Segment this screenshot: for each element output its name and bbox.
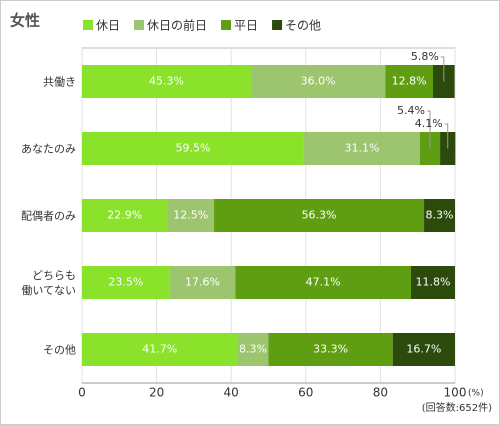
leader-line (444, 123, 449, 149)
bar-segment (303, 132, 420, 165)
bar-segment (424, 199, 455, 232)
bar-segment (385, 65, 433, 98)
y-tick-label: その他 (43, 343, 76, 356)
value-label: 45.3% (149, 75, 184, 88)
value-label: 17.6% (185, 276, 220, 289)
value-label: 36.0% (301, 75, 336, 88)
bar-segment (250, 65, 386, 98)
x-tick-label: 0 (78, 386, 86, 400)
value-label: 12.5% (173, 209, 208, 222)
value-label: 56.3% (302, 209, 337, 222)
legend-swatch (221, 20, 232, 30)
y-tick-label: 配偶者のみ (21, 209, 76, 222)
bar-segment (82, 266, 170, 299)
value-label: 5.8% (411, 50, 439, 63)
value-label: 8.3% (426, 209, 454, 222)
x-tick-label: 100 (444, 386, 467, 400)
y-tick-label: どちらも 働いてない (21, 268, 76, 297)
bar-segment (82, 199, 168, 232)
leader-line (427, 110, 431, 149)
x-tick-label: 60 (298, 386, 313, 400)
legend-label: 休日 (96, 19, 120, 33)
bar-segment (268, 333, 393, 366)
value-label: 5.4% (397, 104, 425, 117)
x-tick-label: 80 (373, 386, 388, 400)
y-tick-label: あなたのみ (21, 142, 76, 155)
legend-label: 平日 (234, 19, 258, 33)
value-label: 12.8% (392, 75, 427, 88)
value-label: 33.3% (313, 343, 348, 356)
bar-segment (169, 266, 236, 299)
legend-swatch (134, 20, 145, 30)
x-tick-label: 40 (224, 386, 239, 400)
value-label: 8.3% (239, 343, 267, 356)
legend-swatch (272, 20, 283, 30)
bar-segment (214, 199, 425, 232)
value-label: 4.1% (415, 117, 443, 130)
bar-segment (82, 132, 304, 165)
bar-segment (82, 65, 251, 98)
bar-segment (410, 266, 455, 299)
leader-line (440, 56, 445, 82)
bar-segment (235, 266, 411, 299)
value-label: 47.1% (306, 276, 341, 289)
legend-label: 休日の前日 (147, 18, 207, 33)
chart-title: 女性 (10, 12, 40, 30)
value-label: 22.9% (107, 209, 142, 222)
legend-label: その他 (285, 19, 321, 33)
value-label: 31.1% (344, 142, 379, 155)
bar-segment (237, 333, 269, 366)
bar-segment (392, 333, 455, 366)
value-label: 11.8% (416, 276, 451, 289)
x-tick-label: 20 (149, 386, 164, 400)
bar-segment (82, 333, 238, 366)
bar-segment (167, 199, 215, 232)
value-label: 16.7% (406, 343, 441, 356)
value-label: 59.5% (175, 142, 210, 155)
legend-swatch (83, 20, 93, 30)
value-label: 41.7% (142, 343, 177, 356)
note: (回答数:652件) (422, 401, 492, 414)
x-unit: (%) (468, 389, 484, 399)
y-tick-label: 共働き (43, 75, 76, 88)
value-label: 23.5% (108, 276, 143, 289)
